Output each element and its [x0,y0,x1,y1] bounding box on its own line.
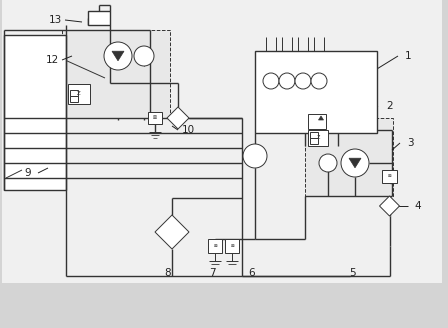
Text: 2: 2 [387,101,393,111]
Bar [382,170,397,183]
Bar [255,51,377,133]
Text: 7: 7 [209,268,215,278]
Bar [305,118,393,196]
Bar [4,35,66,190]
Polygon shape [167,107,189,129]
Text: 9: 9 [25,168,31,178]
Polygon shape [319,116,323,120]
Text: 12: 12 [45,55,59,65]
Bar [62,30,170,118]
Text: 4: 4 [415,201,421,211]
Bar [2,0,442,283]
Text: Z: Z [77,92,81,96]
Bar [68,84,90,104]
Text: 10: 10 [181,125,194,135]
Circle shape [263,73,279,89]
Circle shape [279,73,295,89]
Bar [70,96,78,102]
Text: 1: 1 [405,51,411,61]
Text: ⊠: ⊠ [230,244,234,248]
Circle shape [104,42,132,70]
Text: 8: 8 [165,268,171,278]
Text: 6: 6 [249,268,255,278]
Circle shape [295,73,311,89]
Circle shape [319,154,337,172]
Bar [308,114,326,129]
Bar [225,239,239,253]
Circle shape [341,149,369,177]
Bar [310,138,318,144]
Circle shape [243,144,267,168]
Polygon shape [112,51,124,61]
Text: Z: Z [316,135,320,140]
Bar [148,112,162,124]
Circle shape [134,46,154,66]
Text: 13: 13 [48,15,62,25]
Bar [70,90,78,96]
Text: ⊠: ⊠ [213,244,217,248]
Bar [88,11,110,25]
Bar [308,130,328,146]
Text: 3: 3 [407,138,414,148]
Polygon shape [379,196,400,216]
Text: ⊠: ⊠ [153,115,157,120]
Text: ⊠: ⊠ [388,174,391,178]
Polygon shape [349,158,361,168]
Text: 5: 5 [349,268,355,278]
Bar [208,239,222,253]
Circle shape [311,73,327,89]
Polygon shape [155,215,189,249]
Bar [310,132,318,138]
